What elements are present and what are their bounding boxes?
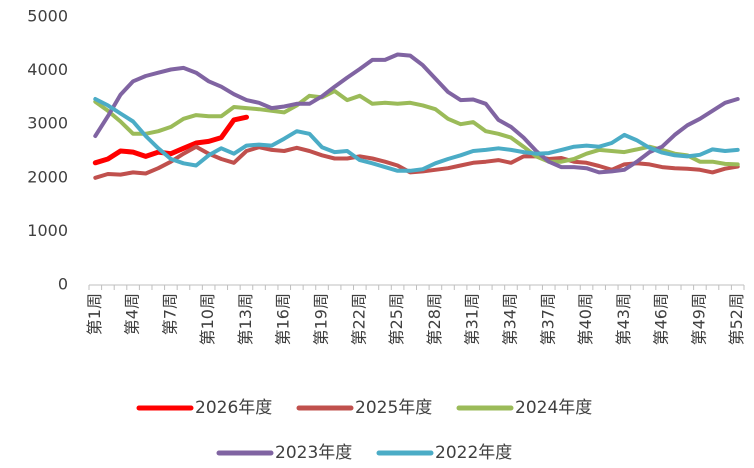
legend-label: 2025年度 <box>355 398 432 418</box>
series-line <box>93 89 740 167</box>
legend-label: 2026年度 <box>195 398 272 418</box>
y-tick-label: 3000 <box>27 114 68 133</box>
series-line <box>93 97 740 173</box>
legend-label: 2024年度 <box>515 398 592 418</box>
legend-label: 2023年度 <box>275 443 352 463</box>
x-tick-label: 第43周 <box>614 293 633 345</box>
x-tick-label: 第4周 <box>123 293 142 335</box>
x-tick-label: 第49周 <box>689 293 708 345</box>
x-tick-label: 第40周 <box>576 293 595 345</box>
x-tick-label: 第22周 <box>349 293 368 345</box>
x-tick-label: 第34周 <box>500 293 519 345</box>
x-tick-label: 第19周 <box>312 293 331 345</box>
y-tick-label: 4000 <box>27 60 68 79</box>
x-tick-label: 第7周 <box>160 293 179 335</box>
x-tick-label: 第16周 <box>274 293 293 345</box>
x-tick-label: 第25周 <box>387 293 406 345</box>
y-tick-label: 1000 <box>27 221 68 240</box>
x-tick-label: 第13周 <box>236 293 255 345</box>
x-tick-label: 第10周 <box>198 293 217 345</box>
series-line <box>93 52 740 175</box>
x-tick-label: 第31周 <box>463 293 482 345</box>
x-tick-label: 第1周 <box>85 293 104 335</box>
legend-label: 2022年度 <box>435 443 512 463</box>
series-line <box>92 114 249 166</box>
series-line <box>93 144 740 180</box>
x-tick-label: 第28周 <box>425 293 444 345</box>
x-tick-label: 第52周 <box>727 293 746 345</box>
y-tick-label: 2000 <box>27 167 68 186</box>
y-tick-label: 0 <box>58 275 68 294</box>
x-tick-label: 第46周 <box>652 293 671 345</box>
x-tick-label: 第37周 <box>538 293 557 345</box>
y-tick-label: 5000 <box>27 7 68 26</box>
